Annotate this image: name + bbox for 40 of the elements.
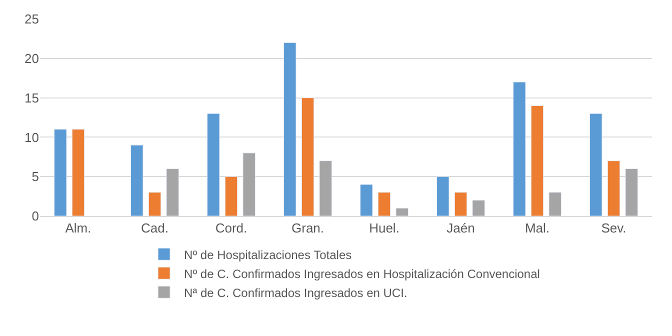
x-tick-label: Mal. (524, 220, 550, 236)
bar (472, 200, 485, 216)
legend-label: Nº de Hospitalizaciones Totales (184, 248, 352, 262)
x-tick-label: Jaén (446, 220, 475, 236)
bar (130, 144, 144, 216)
x-tick-label: Gran. (291, 220, 324, 236)
bar (530, 105, 544, 216)
y-tick-label: 10 (24, 130, 39, 145)
bar (607, 160, 620, 216)
bar (360, 184, 373, 216)
x-tick-label: Cad. (141, 220, 168, 236)
bar (548, 192, 562, 216)
bar (436, 176, 450, 216)
bar (242, 152, 256, 216)
y-tick-label: 0 (32, 208, 39, 224)
x-tick-label: Alm. (65, 220, 92, 236)
bar (319, 160, 332, 216)
x-tick-label: Cord. (215, 220, 248, 236)
y-tick-label: 25 (24, 12, 39, 27)
bar (72, 129, 85, 216)
y-tick-label: 20 (24, 50, 39, 66)
bar (301, 98, 314, 216)
legend-label: Nº de C. Confirmados Ingresados en Hospitalización Convencional (184, 266, 540, 281)
bar (454, 192, 468, 216)
bar (513, 82, 526, 216)
x-tick-label: Sev. (601, 220, 626, 236)
bar (207, 113, 220, 216)
bar (224, 176, 238, 216)
bar (54, 129, 67, 216)
bar (166, 168, 179, 216)
bar (396, 208, 408, 216)
y-tick-label: 5 (32, 169, 39, 184)
bar (378, 192, 391, 216)
y-tick-label: 15 (24, 90, 39, 106)
bar (148, 192, 162, 216)
bar (284, 42, 296, 216)
bar (625, 168, 638, 216)
legend-label: Nª de C. Confirmados Ingresados en UCI. (184, 286, 408, 300)
x-tick-label: Huel. (369, 220, 400, 236)
bar (590, 113, 602, 216)
